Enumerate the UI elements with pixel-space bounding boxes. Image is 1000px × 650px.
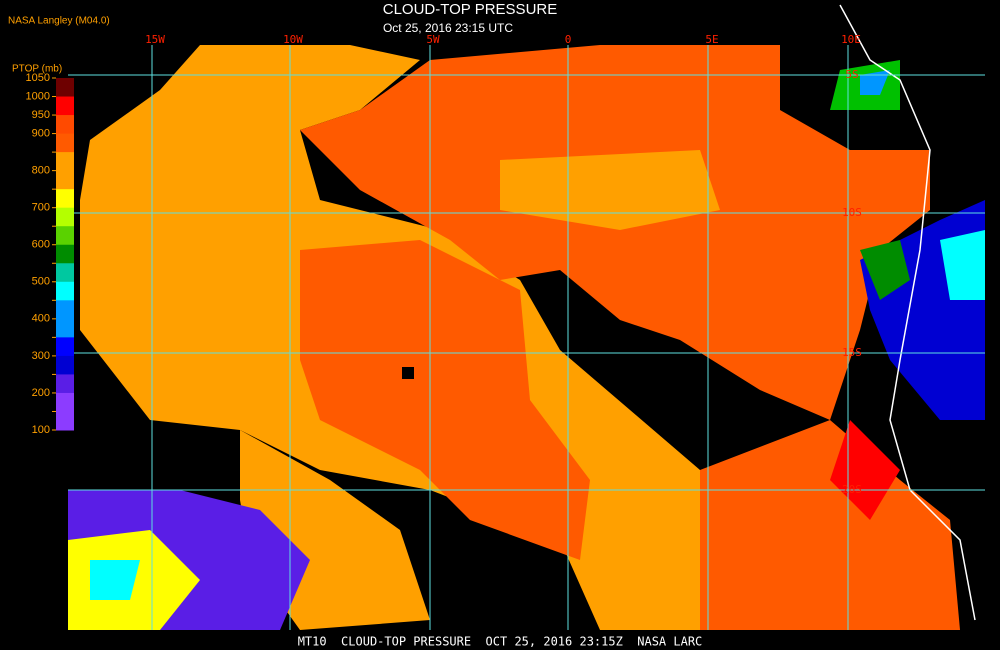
lon-label: 0 — [565, 33, 572, 46]
lon-label: 15W — [145, 33, 165, 46]
lon-label: 5W — [426, 33, 440, 46]
title: CLOUD-TOP PRESSURE — [383, 1, 558, 18]
legend-swatch — [56, 170, 74, 190]
legend-swatch — [56, 374, 74, 394]
legend-tick-label: 1050 — [26, 72, 50, 84]
legend-swatch — [56, 78, 74, 98]
lat-label: 15S — [842, 346, 862, 359]
legend-tick-label: 950 — [32, 109, 50, 121]
legend-tick-label: 300 — [32, 350, 50, 362]
legend-swatch — [56, 152, 74, 172]
legend-tick-label: 600 — [32, 239, 50, 251]
legend-label: PTOP (mb) — [12, 64, 62, 75]
legend-tick-label: 400 — [32, 313, 50, 325]
legend-tick-label: 1000 — [26, 90, 50, 102]
legend-swatch — [56, 133, 74, 153]
source-label: NASA Langley (M04.0) — [8, 16, 110, 27]
legend-tick-label: 700 — [32, 202, 50, 214]
lat-label: 10S — [842, 206, 862, 219]
lat-label: 20S — [842, 483, 862, 496]
legend-swatch — [56, 300, 74, 320]
color-legend: 1050 1000 950 900 800 700 600 500 400 300 200 100 — [26, 72, 74, 436]
legend-tick-label: 500 — [32, 276, 50, 288]
legend-swatch — [56, 392, 74, 412]
legend-swatch — [56, 281, 74, 301]
legend-swatch — [56, 355, 74, 375]
legend-swatch — [56, 411, 74, 431]
legend-tick-label: 900 — [32, 127, 50, 139]
satellite-image — [68, 4, 985, 630]
lon-label: 5E — [705, 33, 718, 46]
legend-swatch — [56, 189, 74, 209]
lon-label: 10E — [841, 33, 861, 46]
legend-swatch — [56, 207, 74, 227]
legend-swatch — [56, 96, 74, 116]
legend-swatch — [56, 244, 74, 264]
subtitle: Oct 25, 2016 23:15 UTC — [383, 21, 513, 35]
legend-tick-label: 100 — [32, 424, 50, 436]
footer: MT10 CLOUD-TOP PRESSURE OCT 25, 2016 23:… — [298, 635, 703, 649]
legend-swatch — [56, 115, 74, 135]
legend-swatch — [56, 263, 74, 283]
legend-tick-label: 200 — [32, 387, 50, 399]
legend-swatch — [56, 337, 74, 357]
lat-label: 5S — [845, 68, 858, 81]
graticule — [68, 45, 985, 630]
legend-swatch — [56, 226, 74, 246]
legend-tick-label: 800 — [32, 165, 50, 177]
lon-label: 10W — [283, 33, 303, 46]
legend-swatch — [56, 318, 74, 338]
